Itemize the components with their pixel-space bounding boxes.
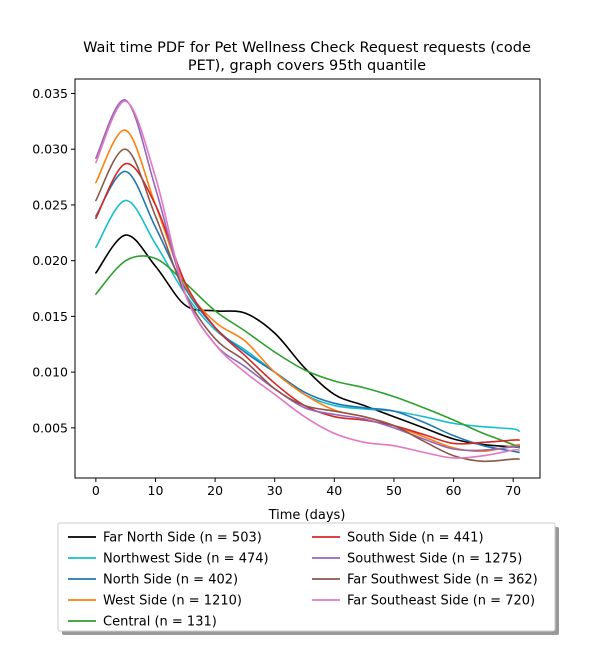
legend-label: Central (n = 131)	[103, 615, 217, 630]
series-line-8	[95, 100, 520, 459]
x-tick-label: 0	[92, 483, 100, 498]
legend-label: Northwest Side (n = 474)	[103, 552, 269, 567]
series-line-0	[95, 234, 520, 448]
y-tick-label: 0.015	[32, 309, 68, 324]
legend-label: South Side (n = 441)	[347, 531, 484, 546]
series-line-3	[95, 129, 520, 453]
legend-box	[57, 522, 556, 632]
legend-label: North Side (n = 402)	[103, 573, 238, 588]
y-tick-label: 0.020	[32, 253, 68, 268]
series-line-6	[95, 99, 520, 452]
legend-label: West Side (n = 1210)	[103, 594, 242, 609]
x-tick-label: 50	[386, 483, 402, 498]
x-axis: 0 10 20 30 40 50 60 70	[92, 478, 521, 498]
plot-area	[95, 99, 520, 463]
chart-title-line-2: PET), graph covers 95th quantile	[188, 58, 426, 74]
x-tick-label: 70	[505, 483, 521, 498]
y-tick-label: 0.010	[32, 365, 68, 380]
x-tick-label: 30	[267, 483, 283, 498]
legend-label: Far North Side (n = 503)	[103, 531, 262, 546]
legend: Far North Side (n = 503) Northwest Side (…	[57, 522, 559, 635]
series-line-5	[95, 162, 520, 445]
x-tick-label: 20	[207, 483, 223, 498]
plot-frame	[74, 78, 541, 479]
x-axis-label: Time (days)	[268, 508, 346, 523]
legend-label: Far Southwest Side (n = 362)	[347, 573, 538, 588]
x-tick-label: 40	[326, 483, 342, 498]
x-tick-label: 10	[148, 483, 164, 498]
y-axis: 0.005 0.010 0.015 0.020 0.025 0.030 0.035	[32, 86, 75, 435]
y-tick-label: 0.030	[32, 142, 68, 157]
series-line-2	[95, 170, 520, 454]
y-tick-label: 0.005	[32, 420, 68, 435]
series-line-7	[95, 148, 520, 463]
x-tick-label: 60	[446, 483, 462, 498]
series-line-4	[95, 255, 520, 449]
y-tick-label: 0.035	[32, 86, 68, 101]
y-tick-label: 0.025	[32, 197, 68, 212]
legend-label: Southwest Side (n = 1275)	[347, 552, 522, 567]
legend-label: Far Southeast Side (n = 720)	[347, 594, 535, 609]
chart-title-line-1: Wait time PDF for Pet Wellness Check Req…	[83, 40, 531, 56]
